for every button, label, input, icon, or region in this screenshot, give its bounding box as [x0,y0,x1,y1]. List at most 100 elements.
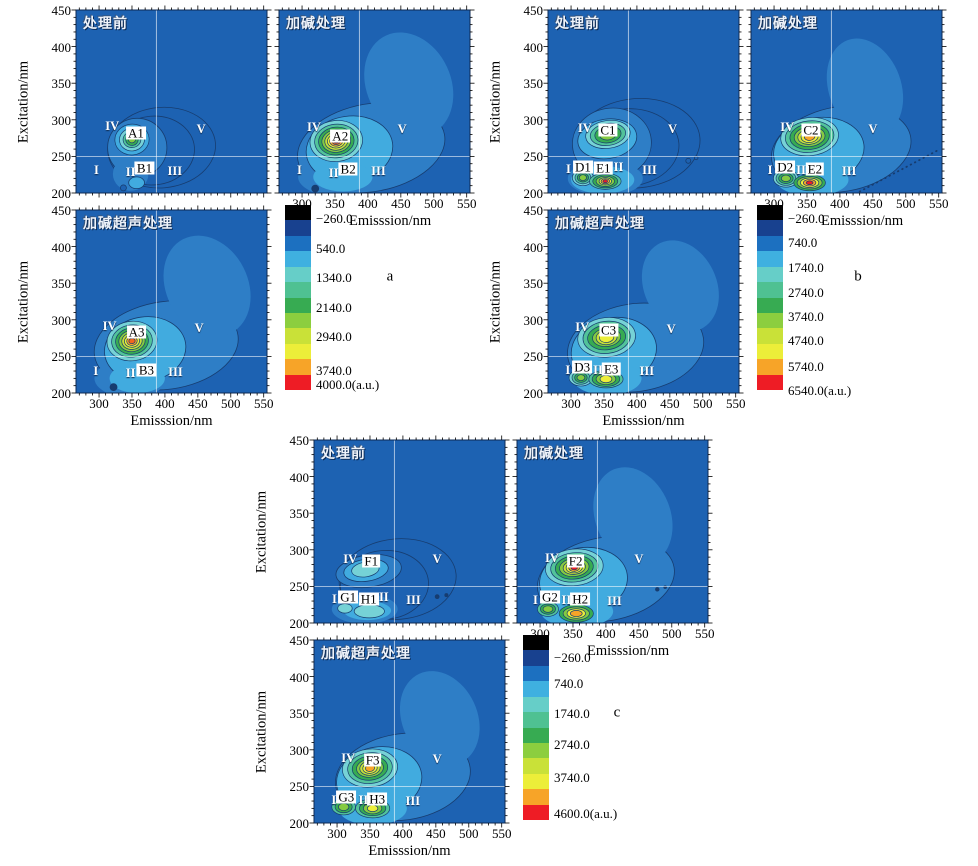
colorbar-band [757,235,783,252]
panel-letter-a: a [386,268,394,285]
y-tick-label: 200 [289,616,310,631]
peak-label-F3: F3 [363,752,382,768]
y-tick-label: 200 [51,386,72,401]
colorbar-band [285,220,311,236]
y-tick-label: 300 [523,312,544,328]
region-label-V: V [194,320,204,335]
colorbar-scale-label: 740.0 [788,235,818,250]
colorbar-band [523,712,549,728]
x-tick-label: 400 [596,626,616,641]
region-label-II: II [593,363,603,378]
y-tick-label: 400 [51,239,72,255]
colorbar-scale-label: 4600.0(a.u.) [554,806,618,821]
x-tick-label: 400 [627,396,647,411]
colorbar-band [523,727,549,743]
region-label-IV: IV [577,120,592,135]
peak-label-E1: E1 [594,160,613,176]
x-tick-label: 550 [928,196,949,211]
y-tick-label: 450 [523,203,544,218]
colorbar-band [523,773,549,790]
peak-label-A2: A2 [330,128,351,144]
eem-plot-a1: 处理前 IV A1 V I II B1 III 450 400 350 300 250 200 Excita… [16,3,272,201]
contour-canvas [512,435,713,628]
colorbar-band [757,266,783,283]
x-tick-label: 550 [456,196,477,211]
colorbar-band [523,681,549,697]
x-tick-label: 400 [358,196,378,211]
peak-label-F2: F2 [566,553,585,569]
contour-canvas [309,435,510,628]
region-label-IV: IV [544,550,559,565]
y-axis-title: Excitation/nm [15,60,32,143]
region-label-V: V [667,121,677,136]
x-tick-label: 300 [764,196,784,211]
y-axis-title: Excitation/nm [487,60,504,143]
x-tick-label: 550 [725,396,746,411]
x-tick-label: 450 [660,396,680,411]
y-tick-label: 200 [523,186,544,201]
x-tick-label: 500 [662,626,682,641]
y-tick-label: 250 [51,149,72,165]
eem-plot-b1: 处理前 IV C1 V I D1 E1 II III 450 400 350 300 250 200 Exci… [488,3,744,201]
region-label-IV: IV [105,119,120,134]
colorbar-band [285,328,311,344]
x-tick-label: 550 [491,826,512,841]
plot-title: 处理前 [555,17,600,32]
colorbar-scale-label: −260.0 [316,211,353,226]
region-label-II: II [561,593,572,608]
colorbar-scale-label: 540.0 [316,241,346,256]
plot-title: 加碱处理 [758,17,818,32]
x-axis-title: Emisssion/nm [587,643,670,659]
y-tick-label: 350 [51,276,72,292]
y-tick-label: 350 [51,76,72,92]
y-tick-label: 300 [523,112,544,128]
region-label-V: V [666,321,676,336]
x-axis-title: Emisssion/nm [602,413,685,429]
peak-label-A3: A3 [126,324,147,340]
plot-title: 加碱处理 [286,17,346,32]
x-tick-label: 550 [253,396,274,411]
peak-label-H3: H3 [367,791,388,807]
region-label-IV: IV [343,551,358,566]
region-label-III: III [607,593,622,608]
y-tick-label: 250 [523,349,544,365]
peak-label-D2: D2 [775,159,796,175]
x-tick-label: 400 [155,396,175,411]
colorbar-band [523,650,549,666]
region-label-V: V [397,121,407,136]
colorbar-b: −260.0 740.0 1740.0 2740.0 3740.0 4740.0 5740.… [757,205,851,398]
x-tick-label: 500 [693,396,713,411]
colorbar-scale-label: 4740.0 [788,333,824,348]
x-tick-label: 500 [459,826,479,841]
colorbar-band [523,665,549,682]
y-tick-label: 250 [289,779,310,795]
colorbar-band [757,220,783,236]
region-label-V: V [432,752,442,767]
x-tick-label: 300 [89,396,109,411]
colorbar-scale-label: 1740.0 [788,260,824,275]
region-label-V: V [634,552,644,567]
colorbar-band [285,343,311,360]
peak-label-G2: G2 [539,589,560,605]
region-label-IV: IV [102,319,117,334]
eem-plot-b2: 加碱处理 IV C2 V I D2 II E2 III 300 350 400 450 500 550 Emi… [746,5,948,229]
eem-plot-c2: 加碱处理 IV F2 V I G2 II H2 III 300 350 400 450 500 550 Emi… [512,435,714,659]
colorbar-band [523,635,549,651]
y-tick-label: 400 [289,669,310,685]
colorbar-scale-label: 740.0 [554,676,584,691]
colorbar-band [757,251,783,267]
region-label-V: V [432,552,442,567]
peak-label-A1: A1 [125,125,146,141]
colorbar-band [757,205,783,221]
plot-title: 加碱超声处理 [321,647,411,662]
y-tick-label: 300 [51,312,72,328]
colorbar-band [523,758,549,774]
colorbar-band [523,789,549,805]
peak-label-C2: C2 [801,122,821,138]
colorbar-band [285,312,311,329]
x-tick-label: 350 [325,196,345,211]
peak-label-B3: B3 [136,362,157,378]
y-tick-label: 250 [51,349,72,365]
y-tick-label: 350 [289,506,310,522]
